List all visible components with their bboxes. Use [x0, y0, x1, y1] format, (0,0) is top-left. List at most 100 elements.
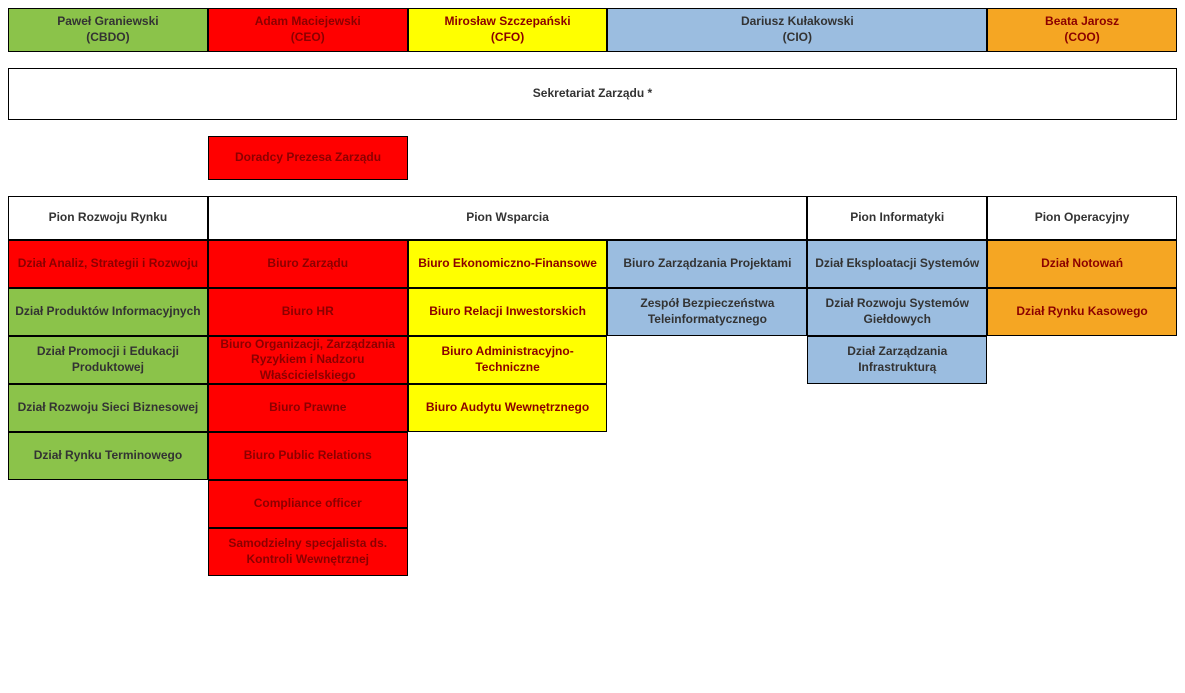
gap	[987, 480, 1177, 528]
dept-cell: Biuro Audytu Wewnętrznego	[408, 384, 608, 432]
gap	[8, 480, 208, 528]
gap	[408, 480, 608, 528]
dept-cell: Biuro HR	[208, 288, 408, 336]
pion-header-cell: Pion Rozwoju Rynku	[8, 196, 208, 240]
dept-cell: Biuro Prawne	[208, 384, 408, 432]
gap	[608, 432, 808, 480]
dept-cell: Biuro Zarządu	[208, 240, 408, 288]
gap	[8, 528, 208, 576]
gap	[987, 432, 1177, 480]
executive-name: Adam Maciejewski	[255, 14, 361, 30]
dept-row: Samodzielny specjalista ds. Kontroli Wew…	[8, 528, 1177, 576]
executive-cell: Mirosław Szczepański(CFO)	[408, 8, 608, 52]
dept-cell: Biuro Administracyjno-Techniczne	[408, 336, 608, 384]
gap	[987, 528, 1177, 576]
dept-cell: Zespół Bezpieczeństwa Teleinformatyczneg…	[607, 288, 807, 336]
dept-cell: Biuro Public Relations	[208, 432, 408, 480]
advisors-label: Doradcy Prezesa Zarządu	[235, 150, 381, 166]
dept-row: Dział Promocji i Edukacji Produktowej Biu…	[8, 336, 1177, 384]
advisors-cell: Doradcy Prezesa Zarządu	[208, 136, 408, 180]
dept-cell: Dział Promocji i Edukacji Produktowej	[8, 336, 208, 384]
pion-header-cell: Pion Operacyjny	[987, 196, 1177, 240]
advisors-row: Doradcy Prezesa Zarządu	[8, 136, 1177, 180]
gap	[987, 336, 1177, 384]
dept-row: Dział Rynku Terminowego Biuro Public Rela…	[8, 432, 1177, 480]
gap	[807, 480, 987, 528]
gap	[608, 480, 808, 528]
gap	[607, 336, 807, 384]
dept-label: Dział Promocji i Edukacji Produktowej	[15, 344, 201, 375]
dept-cell: Dział Zarządzania Infrastrukturą	[807, 336, 987, 384]
dept-label: Biuro Prawne	[269, 400, 346, 416]
dept-cell: Dział Notowań	[987, 240, 1177, 288]
executive-role: (CFO)	[491, 30, 524, 46]
dept-cell: Dział Rynku Kasowego	[987, 288, 1177, 336]
gap	[408, 432, 608, 480]
dept-label: Dział Rozwoju Systemów Giełdowych	[814, 296, 980, 327]
secretariat-cell: Sekretariat Zarządu *	[8, 68, 1177, 120]
dept-cell: Dział Rozwoju Sieci Biznesowej	[8, 384, 208, 432]
pion-header-label: Pion Rozwoju Rynku	[49, 210, 168, 226]
dept-label: Dział Zarządzania Infrastrukturą	[814, 344, 980, 375]
dept-cell: Dział Produktów Informacyjnych	[8, 288, 208, 336]
gap	[408, 528, 608, 576]
dept-label: Dział Rynku Kasowego	[1016, 304, 1147, 320]
dept-label: Dział Analiz, Strategii i Rozwoju	[18, 256, 198, 272]
gap	[8, 136, 208, 180]
dept-row: Compliance officer	[8, 480, 1177, 528]
pion-header-cell: Pion Wsparcia	[208, 196, 807, 240]
dept-cell: Biuro Organizacji, Zarządzania Ryzykiem …	[208, 336, 408, 384]
executive-cell: Adam Maciejewski(CEO)	[208, 8, 408, 52]
secretariat-row: Sekretariat Zarządu *	[8, 68, 1177, 120]
dept-label: Dział Produktów Informacyjnych	[15, 304, 200, 320]
pion-header-label: Pion Informatyki	[850, 210, 944, 226]
executive-cell: Beata Jarosz(COO)	[987, 8, 1177, 52]
secretariat-label: Sekretariat Zarządu *	[533, 86, 652, 102]
dept-label: Biuro HR	[282, 304, 334, 320]
gap	[607, 384, 807, 432]
dept-cell: Biuro Relacji Inwestorskich	[408, 288, 608, 336]
dept-cell: Dział Rozwoju Systemów Giełdowych	[807, 288, 987, 336]
dept-label: Dział Rozwoju Sieci Biznesowej	[18, 400, 199, 416]
dept-cell: Biuro Zarządzania Projektami	[607, 240, 807, 288]
pion-header-label: Pion Wsparcia	[466, 210, 549, 226]
dept-label: Zespół Bezpieczeństwa Teleinformatyczneg…	[614, 296, 800, 327]
dept-label: Samodzielny specjalista ds. Kontroli Wew…	[215, 536, 401, 567]
dept-cell: Biuro Ekonomiczno-Finansowe	[408, 240, 608, 288]
pion-header-label: Pion Operacyjny	[1035, 210, 1130, 226]
gap	[608, 528, 808, 576]
gap	[987, 384, 1177, 432]
pion-header-row: Pion Rozwoju Rynku Pion Wsparcia Pion Info…	[8, 196, 1177, 240]
gap	[807, 432, 987, 480]
executive-name: Paweł Graniewski	[57, 14, 158, 30]
dept-cell: Compliance officer	[208, 480, 408, 528]
dept-label: Biuro Organizacji, Zarządzania Ryzykiem …	[215, 337, 401, 384]
executive-role: (COO)	[1064, 30, 1099, 46]
dept-label: Biuro Relacji Inwestorskich	[429, 304, 586, 320]
executive-role: (CBDO)	[86, 30, 129, 46]
org-chart: Paweł Graniewski(CBDO)Adam Maciejewski(C…	[8, 8, 1177, 576]
executive-role: (CEO)	[291, 30, 325, 46]
gap	[807, 384, 987, 432]
dept-label: Biuro Zarządu	[267, 256, 348, 272]
dept-label: Biuro Administracyjno-Techniczne	[415, 344, 601, 375]
dept-label: Dział Notowań	[1041, 256, 1123, 272]
dept-label: Biuro Public Relations	[244, 448, 372, 464]
dept-cell: Samodzielny specjalista ds. Kontroli Wew…	[208, 528, 408, 576]
executive-name: Beata Jarosz	[1045, 14, 1119, 30]
executive-name: Mirosław Szczepański	[445, 14, 571, 30]
executive-cell: Paweł Graniewski(CBDO)	[8, 8, 208, 52]
pion-header-cell: Pion Informatyki	[807, 196, 987, 240]
dept-label: Dział Eksploatacji Systemów	[815, 256, 979, 272]
dept-label: Dział Rynku Terminowego	[34, 448, 182, 464]
dept-cell: Dział Eksploatacji Systemów	[807, 240, 987, 288]
dept-label: Biuro Audytu Wewnętrznego	[426, 400, 589, 416]
dept-label: Compliance officer	[254, 496, 362, 512]
dept-row: Dział Analiz, Strategii i Rozwoju Biuro Z…	[8, 240, 1177, 288]
executive-name: Dariusz Kułakowski	[741, 14, 854, 30]
gap	[807, 528, 987, 576]
executives-row: Paweł Graniewski(CBDO)Adam Maciejewski(C…	[8, 8, 1177, 52]
dept-row: Dział Rozwoju Sieci Biznesowej Biuro Praw…	[8, 384, 1177, 432]
dept-row: Dział Produktów Informacyjnych Biuro HR Bi…	[8, 288, 1177, 336]
executive-role: (CIO)	[783, 30, 812, 46]
